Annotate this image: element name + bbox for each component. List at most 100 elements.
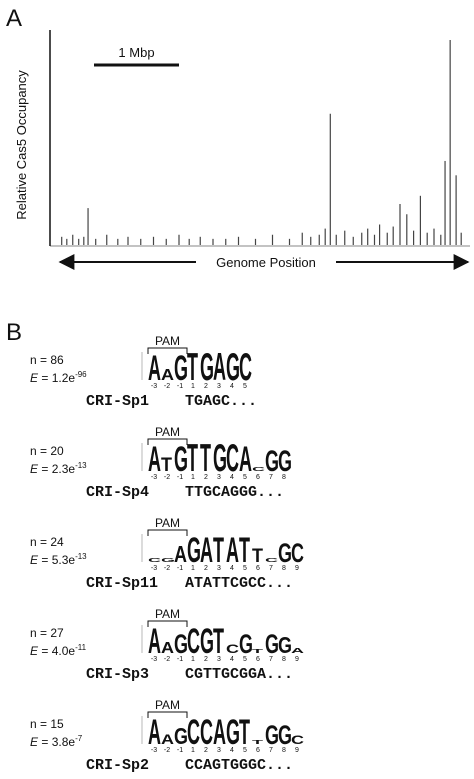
logo-position: 2 (204, 747, 208, 754)
logo-position: 8 (282, 656, 286, 663)
n-prefix: n = (30, 444, 50, 458)
logo-letter: G (278, 633, 292, 659)
logo-position: -3 (151, 656, 157, 663)
e-exponent: -96 (75, 370, 87, 379)
logo-letter: T (252, 739, 264, 746)
logo-position: -1 (177, 565, 183, 572)
logo-letter: G (265, 719, 279, 750)
label-backdrop (196, 252, 336, 272)
motif-evalue: E = 4.0e-11 (30, 643, 87, 658)
logo-letter: C (239, 347, 252, 389)
logo-letter: G (265, 628, 279, 659)
logo-letter: A (148, 713, 161, 752)
e-exponent: -13 (75, 552, 87, 561)
logo-position: 5 (243, 656, 247, 663)
e-symbol: E (30, 462, 39, 476)
logo-position: 1 (191, 474, 195, 481)
n-prefix: n = (30, 353, 50, 367)
logo-position: 4 (230, 383, 234, 390)
logo-letter: G (174, 628, 188, 659)
motif-count: n = 86 (30, 353, 64, 367)
logo-letter: G (226, 347, 240, 389)
logo-position: -1 (177, 474, 183, 481)
logo-letter: T (239, 531, 250, 570)
logo-letter: A (161, 733, 175, 748)
logo-position: 6 (256, 656, 260, 663)
motif-name: CRI-Sp2 (86, 757, 149, 774)
motif-name: CRI-Sp1 (86, 393, 149, 410)
e-mantissa: 1.2e (52, 371, 76, 385)
logo-position: 2 (204, 383, 208, 390)
e-exponent: -7 (75, 734, 83, 743)
logo-position: 6 (256, 747, 260, 754)
logo-letter: T (187, 347, 198, 389)
logo-position: 4 (230, 565, 234, 572)
e-exponent: -11 (75, 643, 87, 652)
motif-name: CRI-Sp3 (86, 666, 149, 683)
e-equals: = (38, 462, 52, 476)
logo-letter: G (265, 446, 279, 478)
logo-letter: A (200, 531, 213, 570)
logo-position: -3 (151, 747, 157, 754)
logo-letter: A (161, 366, 174, 384)
logo-letter: G (200, 347, 214, 389)
logo-letter: C (187, 622, 200, 661)
logo-position: 4 (230, 656, 234, 663)
e-equals: = (38, 553, 52, 567)
pam-bracket (147, 347, 188, 354)
logo-position: 4 (230, 474, 234, 481)
e-equals: = (38, 735, 52, 749)
logo-position: -2 (164, 656, 170, 663)
logo-position: 1 (191, 565, 195, 572)
logo-position: 2 (204, 565, 208, 572)
logo-position: -1 (177, 747, 183, 754)
logo-letter: T (252, 648, 264, 655)
logo-position: 8 (282, 565, 286, 572)
logo-letter: G (174, 724, 188, 750)
motif-sequence: CGTTGCGGA... (185, 666, 293, 683)
logo-position: -3 (151, 383, 157, 390)
logo-position: 9 (295, 747, 299, 754)
logo-letter: T (213, 531, 224, 570)
logo-letter: G (278, 537, 292, 568)
e-mantissa: 2.3e (52, 462, 76, 476)
pam-label: PAM (155, 698, 180, 712)
panel-label: B (6, 319, 22, 346)
motif-count: n = 20 (30, 444, 64, 458)
logo-position: -2 (164, 474, 170, 481)
logo-letter: A (161, 639, 174, 657)
logo-letter: G (278, 446, 292, 478)
logo-position: 1 (191, 656, 195, 663)
n-value: 24 (50, 535, 64, 549)
logo-letter: A (239, 440, 252, 479)
motif-evalue: E = 3.8e-7 (30, 734, 83, 749)
logo-position: 3 (217, 747, 221, 754)
logo-letter: T (200, 438, 211, 480)
logo-position: 9 (295, 565, 299, 572)
logo-letter: C (148, 557, 161, 564)
n-value: 15 (50, 717, 64, 731)
e-mantissa: 5.3e (52, 553, 76, 567)
n-prefix: n = (30, 626, 50, 640)
logo-position: 9 (295, 656, 299, 663)
logo-position: 2 (204, 474, 208, 481)
motif-sequence: CCAGTGGGC... (185, 757, 293, 774)
motif-count: n = 27 (30, 626, 64, 640)
logo-letter: G (239, 628, 253, 659)
logo-letter: A (148, 440, 161, 479)
logo-position: -2 (164, 747, 170, 754)
x-axis-label: Genome Position (216, 255, 316, 270)
motif-evalue: E = 5.3e-13 (30, 552, 87, 567)
n-value: 86 (50, 353, 64, 367)
logo-letter: T (239, 713, 250, 752)
logo-position: 8 (282, 474, 286, 481)
logo-letter: G (187, 531, 201, 570)
logo-letter: A (213, 347, 226, 389)
pam-bracket (147, 711, 188, 718)
motif-sequence: TGAGC... (185, 393, 257, 410)
motif-count: n = 24 (30, 535, 64, 549)
e-exponent: -13 (75, 461, 87, 470)
